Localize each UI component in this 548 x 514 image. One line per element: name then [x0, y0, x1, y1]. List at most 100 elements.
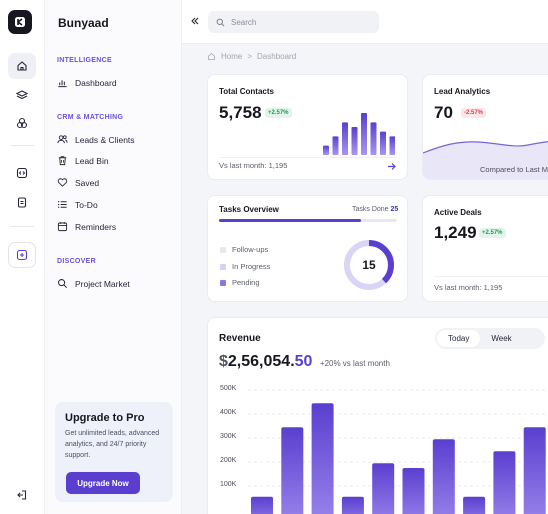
mini-bar [389, 136, 395, 155]
sidebar-item-label: Saved [75, 177, 100, 188]
revenue-amount-main: 2,56,054. [227, 353, 295, 370]
add-icon[interactable] [8, 242, 36, 268]
revenue-bar[interactable] [311, 403, 334, 514]
change-badge: +2.57% [479, 228, 506, 238]
breadcrumb-home[interactable]: Home [221, 52, 243, 61]
y-tick-label: 500K [220, 385, 237, 392]
revenue-bar[interactable] [402, 468, 425, 514]
tab-week[interactable]: Week [491, 334, 512, 343]
top-bar [182, 0, 548, 44]
clipboard-icon[interactable] [8, 189, 36, 215]
breadcrumb-separator: > [247, 52, 253, 61]
sidebar-item-leads-clients[interactable]: Leads & Clients [57, 134, 135, 145]
tasks-done-label: Tasks Done [352, 206, 389, 213]
card-title: Revenue [219, 333, 261, 344]
total-contacts-card: Total Contacts 5,758 +2.57% Vs last mont… [207, 74, 408, 180]
users-icon [57, 135, 68, 144]
arrow-right-icon[interactable] [387, 162, 397, 171]
legend-swatch [220, 246, 226, 253]
revenue-bar[interactable] [372, 463, 395, 514]
sidebar-item-label: Lead Bin [75, 155, 109, 166]
donut-center-value: 15 [362, 258, 376, 272]
card-divider [219, 157, 396, 158]
revenue-bar[interactable] [251, 496, 273, 514]
card-footer: Vs last month: 1,195 [219, 161, 288, 170]
code-icon[interactable] [8, 160, 36, 186]
upgrade-card: Upgrade to Pro Get unlimited leads, adva… [55, 402, 173, 502]
sidebar-item-lead-bin[interactable]: Lead Bin [57, 155, 109, 166]
active-deals-value: 1,249 [434, 223, 477, 242]
sidebar: Bunyaad INTELLIGENCE Dashboard CRM & MAT… [45, 0, 182, 514]
breadcrumb: Home > Dashboard [207, 52, 296, 61]
tab-today[interactable]: Today [437, 330, 481, 347]
revenue-currency: $ [219, 353, 228, 370]
layers-icon[interactable] [8, 82, 36, 108]
y-tick-label: 400K [220, 409, 237, 416]
calendar-icon [57, 222, 68, 232]
revenue-bar-chart [248, 389, 548, 514]
revenue-bar[interactable] [463, 496, 486, 514]
sidebar-item-dashboard[interactable]: Dashboard [57, 77, 117, 88]
revenue-amount-cents: 50 [294, 353, 313, 370]
tasks-progress-track [219, 219, 397, 222]
mini-bar [351, 127, 358, 155]
y-tick-label: 200K [220, 457, 237, 464]
home-icon [208, 52, 215, 60]
legend-item: Follow-ups [220, 245, 268, 254]
mini-bar [361, 113, 367, 155]
collapse-sidebar-icon[interactable] [188, 14, 202, 28]
home-icon[interactable] [8, 53, 36, 79]
sidebar-item-reminders[interactable]: Reminders [57, 221, 116, 232]
revenue-bar[interactable] [432, 439, 455, 514]
y-tick-label: 100K [220, 481, 237, 488]
revenue-bar[interactable] [341, 496, 364, 514]
card-footer: Compared to Last M [480, 165, 548, 174]
revenue-bar[interactable] [523, 427, 546, 514]
brand-name: Bunyaad [58, 16, 109, 30]
card-footer: Vs last month: 1,195 [434, 283, 503, 292]
search-input[interactable] [231, 17, 361, 27]
card-title: Active Deals [434, 208, 482, 217]
upgrade-text: Get unlimited leads, advanced analytics,… [65, 430, 160, 459]
legend-swatch [220, 279, 226, 286]
sidebar-item-label: Reminders [75, 221, 117, 232]
sidebar-item-todo[interactable]: To-Do [57, 199, 98, 210]
legend-item: Pending [220, 278, 260, 287]
upgrade-now-button[interactable]: Upgrade Now [66, 472, 140, 494]
tasks-progress-fill [219, 219, 362, 222]
sidebar-item-saved[interactable]: Saved [57, 177, 99, 188]
tasks-done-count: 25 [390, 206, 399, 213]
active-deals-card: Active Deals 1,249 +2.57% Vs last month:… [422, 195, 548, 302]
y-tick-label: 300K [220, 433, 237, 440]
revenue-bar[interactable] [281, 427, 304, 514]
circles-icon[interactable] [8, 110, 36, 136]
rail-divider [10, 226, 34, 227]
change-badge: +2.57% [265, 108, 292, 118]
section-title-discover: DISCOVER [57, 258, 96, 265]
heart-icon [57, 178, 68, 187]
search-icon [58, 279, 67, 288]
revenue-bar[interactable] [493, 451, 516, 514]
upgrade-title: Upgrade to Pro [65, 412, 145, 424]
lead-analytics-value: 70 [434, 103, 453, 122]
legend-label: Pending [232, 278, 260, 287]
contacts-mini-bar-chart [323, 113, 395, 155]
card-title: Total Contacts [219, 87, 274, 96]
sidebar-item-project-market[interactable]: Project Market [57, 278, 130, 289]
legend-swatch [220, 263, 226, 270]
card-title: Tasks Overview [219, 205, 279, 214]
lead-analytics-card: Lead Analytics 70 -2.57% Compared to Las… [422, 74, 548, 180]
rail-divider [10, 145, 34, 146]
tasks-overview-card: Tasks Overview Tasks Done 25 Follow-ups … [207, 195, 408, 302]
sidebar-item-label: Leads & Clients [75, 134, 135, 145]
app-logo[interactable] [8, 10, 32, 34]
tasks-done: Tasks Done 25 [352, 206, 398, 213]
revenue-delta: +20% vs last month [319, 359, 390, 368]
trash-icon [58, 156, 67, 166]
bar-chart-icon [58, 80, 67, 88]
total-contacts-value: 5,758 [219, 103, 262, 122]
search-box[interactable] [208, 11, 379, 33]
lead-analytics-area-chart [423, 140, 548, 179]
mini-bar [380, 131, 386, 155]
logout-icon[interactable] [8, 482, 36, 508]
